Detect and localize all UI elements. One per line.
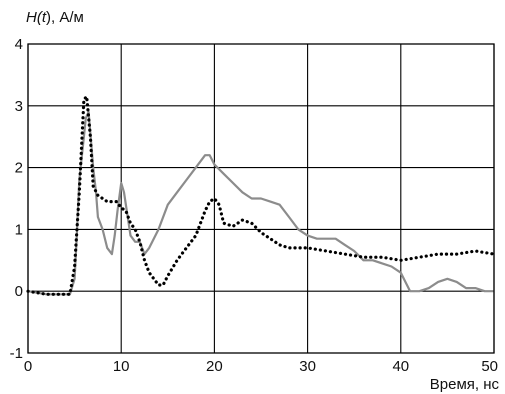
series-line-solid: [27, 110, 494, 296]
x-tick-label: 10: [113, 358, 130, 375]
y-axis-label-part: H(: [26, 9, 44, 26]
y-tick-label: 4: [15, 36, 23, 53]
plot-frame: [27, 43, 495, 354]
y-axis-label-part: t: [42, 9, 47, 26]
series-layer: [26, 94, 496, 296]
y-tick-label: 3: [15, 98, 23, 115]
y-tick-label: 1: [15, 221, 23, 238]
y-tick-label: -1: [10, 345, 23, 362]
series-line-dotted: [26, 94, 496, 296]
x-tick-label: 0: [24, 358, 32, 375]
x-tick-label: 20: [206, 358, 223, 375]
x-tick-label: 30: [299, 358, 316, 375]
x-tick-label: 50: [481, 358, 498, 375]
y-tick-label: 2: [15, 160, 23, 177]
y-tick-label: 0: [15, 283, 23, 300]
y-axis-label: H(t), А/м: [26, 9, 84, 26]
x-axis-label: Время, нс: [430, 376, 500, 393]
x-tick-label: 40: [392, 358, 409, 375]
y-axis-label-part: ), А/м: [46, 9, 84, 26]
